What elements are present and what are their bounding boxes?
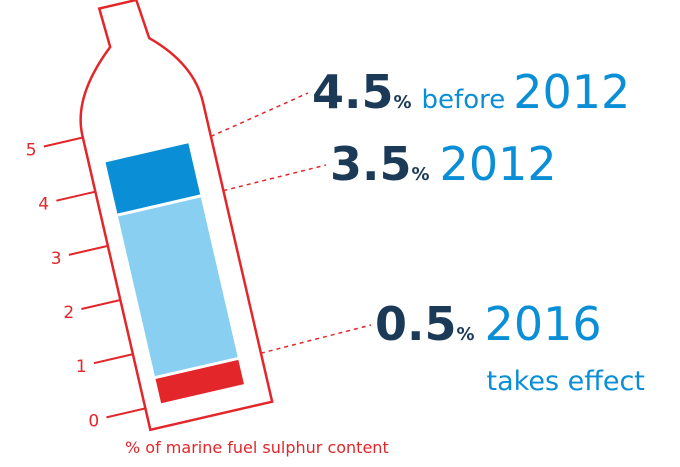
tick-mark xyxy=(56,190,96,202)
leader-line xyxy=(210,92,309,138)
value-number: 0.5 xyxy=(375,297,457,351)
value-label: 0.5% xyxy=(375,297,475,351)
tick-mark xyxy=(106,407,146,419)
y-tick-label: 3 xyxy=(51,249,62,269)
annotation: before xyxy=(422,85,506,115)
value-unit: % xyxy=(457,324,475,345)
tick-mark xyxy=(93,353,134,365)
bottle-outline xyxy=(79,0,274,432)
bar xyxy=(151,356,248,407)
y-tick-label: 4 xyxy=(38,195,49,215)
value-unit: % xyxy=(394,92,412,113)
y-tick-label: 2 xyxy=(63,303,74,323)
annotation: takes effect xyxy=(487,366,645,397)
axis-title: % of marine fuel sulphur content xyxy=(125,438,389,457)
value-number: 3.5 xyxy=(330,137,412,191)
y-tick-label: 5 xyxy=(26,140,37,160)
value-number: 4.5 xyxy=(312,65,394,119)
y-tick-label: 0 xyxy=(88,411,99,431)
category-year: 2016 xyxy=(485,297,602,351)
category-label: 2016 xyxy=(485,297,602,351)
tick-mark xyxy=(68,244,109,256)
leader-line xyxy=(260,324,372,354)
category-year: 2012 xyxy=(513,65,630,119)
tick-mark xyxy=(81,299,121,310)
y-tick-label: 1 xyxy=(76,357,87,377)
tick-mark xyxy=(43,136,84,148)
bottle-group xyxy=(43,0,274,432)
category-label: 2012 xyxy=(440,137,557,191)
value-label: 3.5% xyxy=(330,137,430,191)
leader-line xyxy=(223,164,327,192)
category-year: 2012 xyxy=(440,137,557,191)
value-label: 4.5% xyxy=(312,65,412,119)
value-unit: % xyxy=(412,164,430,185)
category-label: before 2012 xyxy=(422,65,631,119)
